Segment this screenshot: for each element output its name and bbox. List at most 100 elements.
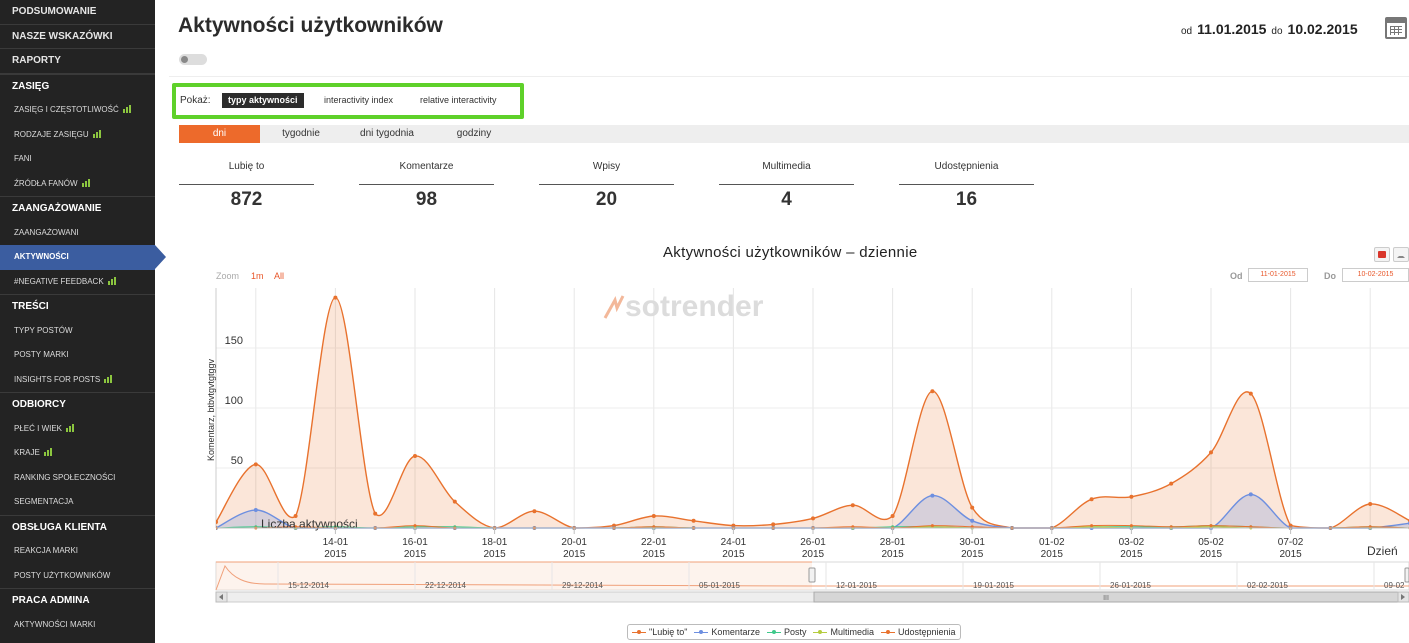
sidebar-item-źródła-fanów[interactable]: ŹRÓDŁA FANÓW — [0, 172, 155, 197]
sidebar-item-aktywności-marki[interactable]: AKTYWNOŚCI MARKI — [0, 613, 155, 638]
legend-label: Udostępnienia — [897, 627, 956, 637]
data-point[interactable] — [333, 295, 338, 300]
data-point[interactable] — [1169, 481, 1174, 486]
data-point[interactable] — [1248, 492, 1253, 497]
sidebar-item-treści[interactable]: TREŚCI — [0, 294, 155, 319]
calendar-icon[interactable] — [1385, 17, 1407, 39]
data-point[interactable] — [253, 508, 258, 512]
data-point[interactable] — [1089, 497, 1094, 502]
sidebar-item-zasięg[interactable]: ZASIĘG — [0, 73, 155, 99]
sidebar-item-rodzaje-zasięgu[interactable]: RODZAJE ZASIĘGU — [0, 123, 155, 148]
sidebar-item-label: AKTYWNOŚCI — [14, 252, 69, 261]
legend-item[interactable]: Multimedia — [813, 627, 874, 637]
arrow-right-icon — [1401, 594, 1405, 600]
data-point[interactable] — [811, 516, 815, 521]
y-tick-label: 150 — [225, 335, 243, 347]
data-point[interactable] — [253, 462, 258, 467]
bar-chart-icon — [122, 105, 132, 113]
data-point[interactable] — [1209, 450, 1213, 455]
legend-item[interactable]: Udostępnienia — [880, 627, 956, 637]
data-point[interactable] — [970, 518, 975, 523]
range-from-input[interactable]: 11-01-2015 — [1248, 268, 1308, 282]
data-point[interactable] — [413, 454, 417, 458]
zoom-1m-button[interactable]: 1m — [251, 271, 264, 281]
data-point[interactable] — [1248, 391, 1253, 396]
sidebar-item-posty-marki[interactable]: POSTY MARKI — [0, 343, 155, 368]
sidebar-item-nasze-wskazówki[interactable]: NASZE WSKAZÓWKI — [0, 25, 155, 49]
data-point[interactable] — [1209, 524, 1213, 528]
sidebar-item-label: AKTYWNOŚCI MARKI — [14, 619, 96, 629]
zoom-all-button[interactable]: All — [274, 271, 285, 281]
sidebar-nav: PODSUMOWANIE NASZE WSKAZÓWKI RAPORTY ZASIĘG… — [0, 0, 166, 643]
sidebar-item-podsumowanie[interactable]: PODSUMOWANIE — [0, 0, 155, 25]
sidebar-item-reakcja-marki[interactable]: REAKCJA MARKI — [0, 539, 155, 564]
data-point[interactable] — [452, 499, 457, 504]
data-point[interactable] — [293, 514, 298, 518]
sidebar-item-obsługa-klienta[interactable]: OBSŁUGA KLIENTA — [0, 514, 155, 540]
tab-weeks[interactable]: tygodnie — [282, 128, 320, 139]
sidebar-item-zaangażowanie[interactable]: ZAANGAŻOWANIE — [0, 196, 155, 221]
sidebar-item-ranking-społeczności[interactable]: RANKING SPOŁECZNOŚCI — [0, 466, 155, 491]
sidebar-item-praca-admina[interactable]: PRACA ADMINA — [0, 588, 155, 613]
sidebar-item-raporty[interactable]: RAPORTY — [0, 49, 155, 74]
data-point[interactable] — [771, 522, 776, 527]
x-tick-label-year: 2015 — [324, 549, 347, 560]
sidebar-item-posty-użytkowników[interactable]: POSTY UŻYTKOWNIKÓW — [0, 564, 155, 589]
date-range[interactable]: od 11.01.2015 do 10.02.2015 — [1176, 21, 1358, 37]
data-point[interactable] — [930, 493, 935, 498]
sidebar-item--negative-feedback[interactable]: #NEGATIVE FEEDBACK — [0, 270, 155, 295]
show-option-activity-types[interactable]: typy aktywności — [222, 93, 304, 108]
x-tick-label-year: 2015 — [643, 549, 666, 560]
data-point[interactable] — [1090, 524, 1094, 528]
navigator-right-handle[interactable] — [1404, 567, 1409, 583]
data-point[interactable] — [930, 389, 935, 394]
navigator-series — [215, 564, 1409, 591]
sidebar-item-typy-postów[interactable]: TYPY POSTÓW — [0, 319, 155, 344]
legend-item[interactable]: Komentarze — [694, 627, 760, 637]
legend-marker-icon — [813, 628, 828, 636]
sidebar-item-label: ZASIĘG — [12, 80, 50, 92]
date-from-value[interactable]: 11.01.2015 — [1197, 21, 1267, 37]
sidebar-item-fani[interactable]: FANI — [0, 147, 155, 172]
data-point[interactable] — [930, 524, 934, 528]
y-tick-label: 50 — [231, 455, 243, 467]
data-point[interactable] — [532, 509, 537, 514]
tab-days[interactable]: dni — [179, 125, 260, 143]
legend-item[interactable]: "Lubię to" — [632, 627, 687, 637]
data-point[interactable] — [214, 520, 218, 524]
sidebar-item-aktywności[interactable]: AKTYWNOŚCI — [0, 245, 166, 270]
data-point[interactable] — [1129, 494, 1134, 499]
data-point[interactable] — [1368, 502, 1373, 506]
show-option-relative-interactivity[interactable]: relative interactivity — [420, 95, 497, 105]
tab-weekdays[interactable]: dni tygodnia — [360, 128, 414, 139]
sidebar-item-zaangażowani[interactable]: ZAANGAŻOWANI — [0, 221, 155, 246]
data-point[interactable] — [890, 514, 895, 518]
navigator-date-label: 09-02 — [1384, 581, 1405, 590]
sidebar-item-kraje[interactable]: KRAJE — [0, 441, 155, 466]
navigator-date-label: 19-01-2015 — [973, 581, 1014, 590]
view-toggle[interactable] — [179, 54, 207, 65]
sidebar-item-odbiorcy[interactable]: ODBIORCY — [0, 392, 155, 417]
data-point[interactable] — [850, 503, 855, 508]
data-point[interactable] — [413, 524, 417, 528]
data-point[interactable] — [651, 514, 656, 518]
sidebar-item-insights-for-posts[interactable]: INSIGHTS FOR POSTS — [0, 368, 155, 393]
navigator-left-handle[interactable] — [808, 567, 816, 583]
series-area-0 — [216, 297, 1409, 528]
sidebar-item-label: PODSUMOWANIE — [12, 6, 97, 17]
tab-hours[interactable]: godziny — [456, 128, 492, 139]
data-point[interactable] — [970, 505, 975, 510]
y-tick-label: 100 — [225, 395, 243, 407]
data-point[interactable] — [373, 511, 378, 516]
sidebar-item-segmentacja[interactable]: SEGMENTACJA — [0, 490, 155, 515]
main-panel: Aktywności użytkowników od 11.01.2015 do 10… — [155, 0, 1409, 643]
show-option-interactivity-index[interactable]: interactivity index — [324, 95, 394, 105]
bar-chart-icon — [81, 178, 91, 187]
data-point[interactable] — [1129, 524, 1133, 528]
date-to-value[interactable]: 10.02.2015 — [1287, 21, 1358, 37]
data-point[interactable] — [691, 518, 696, 523]
sidebar-item-płeć-i-wiek[interactable]: PŁEĆ I WIEK — [0, 417, 155, 442]
print-icon[interactable] — [1374, 247, 1390, 262]
sidebar-item-zasięg-i-częstotliwość[interactable]: ZASIĘG I CZĘSTOTLIWOŚĆ — [0, 98, 155, 123]
legend-item[interactable]: Posty — [766, 627, 806, 637]
